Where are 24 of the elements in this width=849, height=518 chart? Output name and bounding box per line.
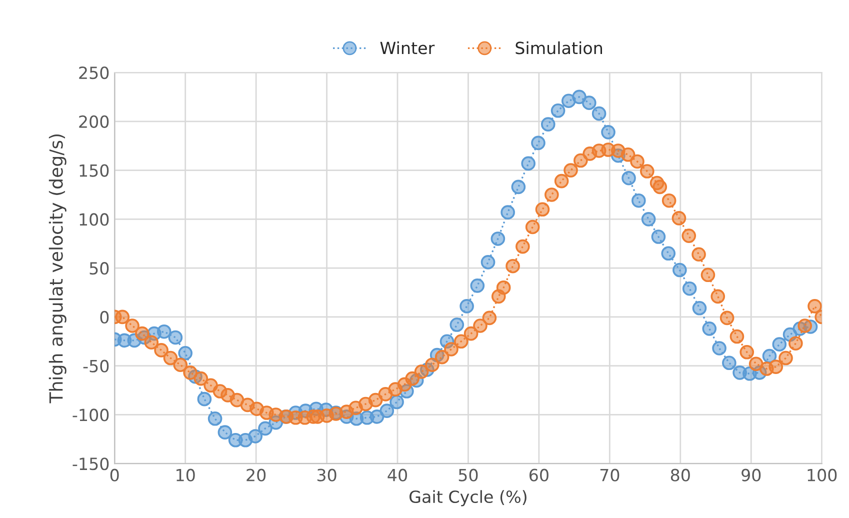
x-tick-label: 10 [176,468,195,482]
x-tick-label: 80 [670,468,690,482]
x-tick-label: 30 [317,468,336,482]
x-tick-label: 100 [808,468,837,482]
x-tick-label: 90 [742,468,761,482]
x-axis-title: Gait Cycle (%) [410,490,526,506]
x-tick-label: 20 [246,468,266,482]
legend-label: Winter [380,41,435,54]
x-tick-label: 70 [600,468,620,482]
x-tick-label: 0 [110,468,119,482]
x-tick-label: 50 [458,468,478,482]
y-tick-label: -100 [72,408,109,422]
x-tick-label: 40 [388,468,407,482]
y-tick-label: 0 [100,310,109,324]
legend-label: Simulation [516,41,602,54]
y-tick-label: 200 [79,115,109,128]
y-tick-label: 250 [79,66,109,80]
y-tick-label: 50 [90,262,109,275]
y-tick-label: 100 [80,213,109,226]
x-tick-label: 60 [530,468,548,482]
y-axis-title: Thigh angulat velocity (deg/s) [48,134,66,404]
y-tick-label: -50 [83,360,109,372]
y-tick-label: 150 [80,164,109,177]
y-tick-label: -150 [72,458,109,470]
